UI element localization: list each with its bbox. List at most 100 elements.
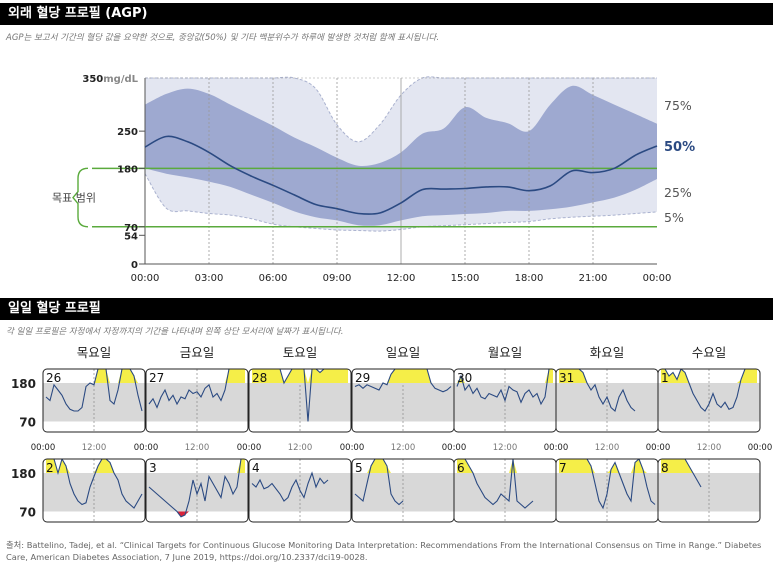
agp-y-tick-label: 180 — [117, 164, 138, 175]
day-date-label: 8 — [661, 461, 669, 475]
day-high-fill — [46, 369, 142, 383]
day-frame — [42, 458, 146, 523]
daily-profiles-chart: 목요일 금요일 토요일 일요일 월요일 화요일 수요일 26 27 28 29 30 31 1 2 3 4 5 6 7… — [11, 345, 773, 523]
day-panel: 6 — [453, 458, 557, 523]
day-date-label: 4 — [252, 461, 260, 475]
day-date-label: 30 — [457, 371, 472, 385]
day-panel: 26 — [42, 368, 146, 433]
agp-y-tick-label: 250 — [117, 127, 138, 138]
day-glucose-line — [456, 369, 553, 406]
day-high-fill — [559, 459, 655, 473]
daily-section-title: 일일 혈당 프로필 — [0, 298, 773, 320]
agp-x-tick-label: 06:00 — [259, 273, 288, 284]
weekday-header: 금요일 — [180, 345, 215, 360]
day-date-label: 28 — [252, 371, 267, 385]
day-panel: 4 — [248, 458, 352, 523]
target-range-bracket — [72, 167, 89, 228]
daily-y-tick-label: 180 — [11, 377, 36, 391]
daily-x-tick-label: 12:00 — [82, 443, 107, 453]
percentile-label-50: 50% — [664, 140, 695, 155]
daily-x-tick-label: 12:00 — [595, 443, 620, 453]
day-glucose-line — [559, 369, 636, 412]
day-high-fill — [355, 369, 451, 383]
agp-y-max-value: 350 — [82, 74, 103, 85]
agp-section-description: AGP는 보고서 기간의 혈당 값을 요약한 것으로, 중앙값(50%) 및 기… — [6, 33, 440, 43]
agp-section-title: 외래 혈당 프로필 (AGP) — [0, 3, 773, 25]
target-range-label: 목표 범위 — [52, 192, 96, 205]
agp-x-tick-label: 21:00 — [579, 273, 608, 284]
day-glucose-line — [148, 369, 245, 409]
day-panel: 29 — [351, 368, 455, 433]
daily-y-tick-label: 70 — [19, 506, 36, 520]
agp-x-tick-label: 00:00 — [643, 273, 672, 284]
day-panel: 30 — [453, 368, 557, 433]
day-date-label: 7 — [559, 461, 567, 475]
day-date-label: 29 — [355, 371, 370, 385]
day-panel: 1 — [657, 368, 761, 433]
day-panel: 5 — [351, 458, 455, 523]
day-frame — [145, 368, 249, 433]
agp-x-tick-label: 18:00 — [515, 273, 544, 284]
daily-x-tick-label: 00:00 — [544, 443, 569, 453]
daily-x-tick-label: 00:00 — [340, 443, 365, 453]
day-panel: 2 — [42, 458, 146, 523]
daily-x-tick-label: 00:00 — [748, 443, 773, 453]
agp-x-tick-label: 12:00 — [387, 273, 416, 284]
daily-x-tick-label: 00:00 — [31, 443, 56, 453]
daily-y-tick-label: 180 — [11, 467, 36, 481]
day-date-label: 26 — [46, 371, 61, 385]
daily-section-description: 각 일일 프로필은 자정에서 자정까지의 기간을 나타내며 왼쪽 상단 모서리에… — [6, 327, 344, 337]
median-line — [144, 135, 658, 215]
agp-y-tick-label: 70 — [124, 223, 138, 234]
weekday-header: 수요일 — [692, 345, 727, 360]
day-date-label: 1 — [661, 371, 669, 385]
day-date-label: 27 — [149, 371, 164, 385]
day-date-label: 5 — [355, 461, 363, 475]
agp-y-tick-label: 0 — [131, 260, 138, 271]
day-glucose-line — [251, 471, 329, 502]
day-high-fill — [355, 459, 403, 473]
day-high-fill — [252, 369, 348, 383]
weekday-header: 토요일 — [283, 345, 318, 360]
agp-x-tick-label: 15:00 — [451, 273, 480, 284]
weekday-header: 화요일 — [590, 345, 625, 360]
day-date-label: 6 — [457, 461, 465, 475]
daily-x-tick-label: 12:00 — [288, 443, 313, 453]
agp-x-tick-label: 00:00 — [131, 273, 160, 284]
weekday-header: 월요일 — [488, 345, 523, 360]
percentile-label-5: 5% — [664, 210, 684, 225]
day-glucose-line — [457, 459, 534, 509]
daily-x-tick-label: 12:00 — [493, 443, 518, 453]
agp-y-tick-label: 350mg/dL — [82, 74, 138, 85]
day-frame — [248, 368, 352, 433]
day-frame — [42, 368, 146, 433]
day-glucose-line — [354, 459, 404, 506]
day-date-label: 2 — [46, 461, 54, 475]
daily-x-tick-label: 00:00 — [134, 443, 159, 453]
day-panel: 7 — [555, 458, 659, 523]
day-panel: 31 — [555, 368, 659, 433]
day-glucose-line — [45, 369, 143, 412]
day-glucose-line — [354, 369, 452, 393]
source-citation: 출처: Battelino, Tadej, et al. “Clinical T… — [6, 540, 762, 562]
day-glucose-line — [661, 459, 702, 488]
weekday-header: 목요일 — [77, 345, 112, 360]
agp-x-tick-label: 09:00 — [323, 273, 352, 284]
day-date-label: 31 — [559, 371, 574, 385]
percentile-label-25: 25% — [664, 185, 692, 200]
day-date-label: 3 — [149, 461, 157, 475]
day-glucose-line — [559, 459, 656, 510]
day-glucose-line — [148, 459, 245, 518]
day-panel: 27 — [145, 368, 249, 433]
day-glucose-line — [661, 369, 757, 412]
daily-x-tick-label: 12:00 — [391, 443, 416, 453]
daily-x-tick-label: 00:00 — [237, 443, 262, 453]
percentile-label-75: 75% — [664, 98, 692, 113]
daily-x-tick-label: 00:00 — [646, 443, 671, 453]
day-panel: 28 — [248, 368, 352, 433]
weekday-header: 일요일 — [386, 345, 421, 360]
day-panel: 3 — [145, 458, 249, 523]
daily-x-tick-label: 12:00 — [185, 443, 210, 453]
agp-x-tick-label: 03:00 — [195, 273, 224, 284]
